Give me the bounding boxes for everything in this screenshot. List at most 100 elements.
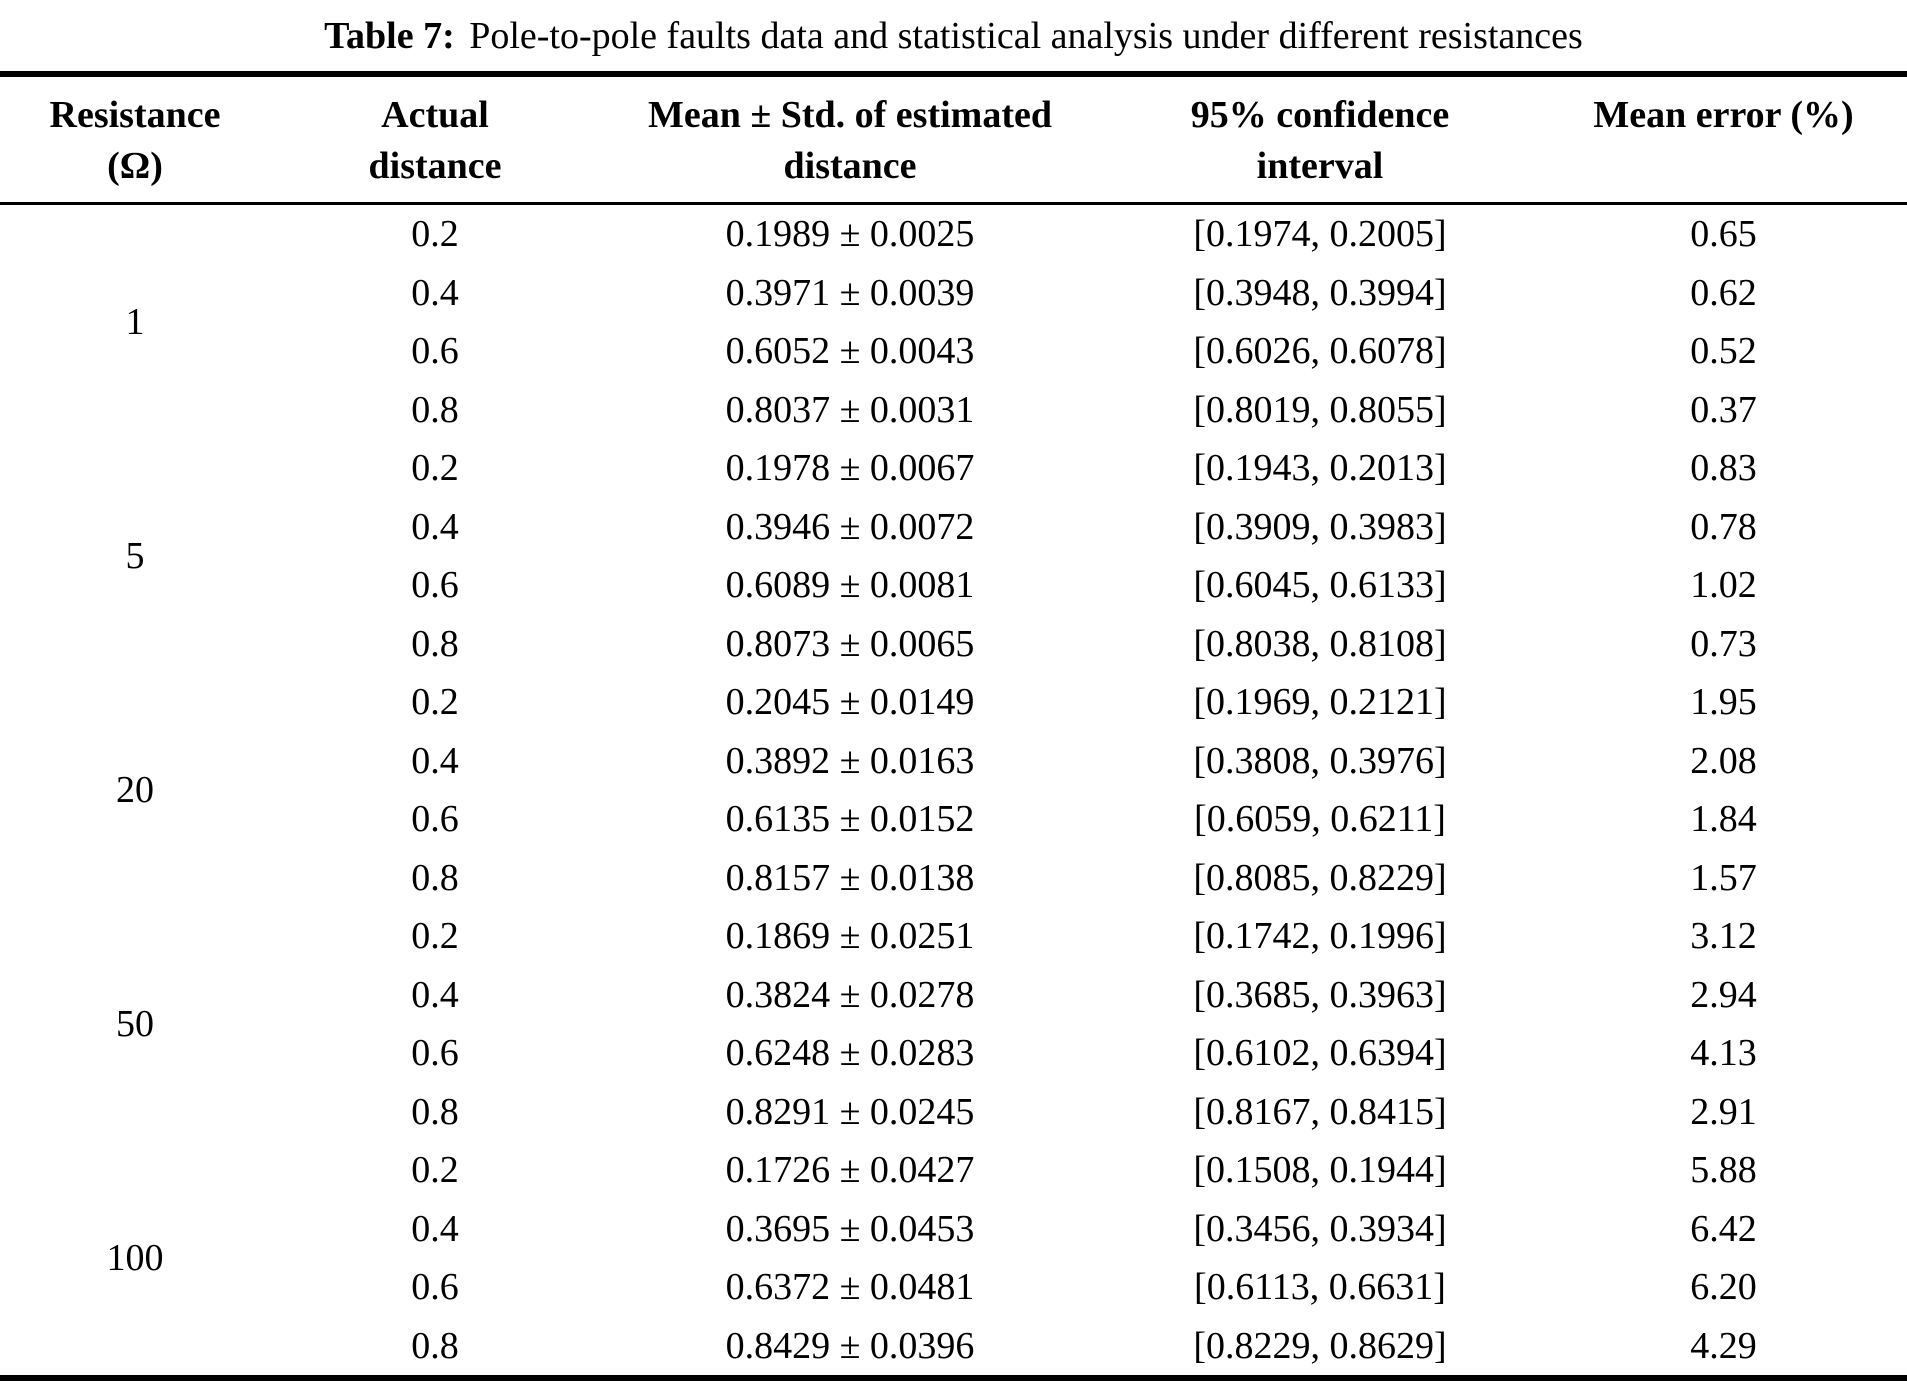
mean-error-cell: 1.57 (1690, 856, 1757, 899)
confidence-interval-cell: [0.8229, 0.8629] (1193, 1324, 1447, 1367)
header-actual-distance: Actual distance (270, 74, 600, 205)
confidence-interval-cell: [0.3808, 0.3976] (1193, 739, 1447, 782)
table-row: 50 0.2 0.1869 ± 0.0251 [0.1742, 0.1996] 3.12 (0, 907, 1907, 1043)
mean-std-cell: 0.6372 ± 0.0481 (725, 1266, 975, 1309)
mean-std-cell: 0.8073 ± 0.0065 (725, 622, 975, 665)
mean-std-cell: 0.1869 ± 0.0251 (725, 915, 975, 958)
table-body: 1 0.2 0.1989 ± 0.0025 [0.1974, 0.2005] 0.65 0… (0, 204, 1907, 1379)
table-row: 100 0.2 0.1726 ± 0.0427 [0.1508, 0.1944] 5.8… (0, 1141, 1907, 1277)
resistance-cell: 1 (125, 301, 145, 343)
confidence-interval-cell: [0.6102, 0.6394] (1193, 1032, 1447, 1075)
mean-std-cell: 0.2045 ± 0.0149 (725, 681, 975, 724)
actual-distance-cell: 0.2 (411, 213, 459, 256)
confidence-interval-cell: [0.1969, 0.2121] (1193, 681, 1447, 724)
confidence-interval-cell: [0.1508, 0.1944] (1193, 1149, 1447, 1192)
header-mean-error: Mean error (%) (1540, 74, 1907, 205)
actual-distance-cell: 0.4 (411, 1207, 459, 1250)
mean-std-cell: 0.6248 ± 0.0283 (725, 1032, 975, 1075)
mean-error-cell: 0.52 (1690, 330, 1757, 373)
confidence-interval-cell: [0.1742, 0.1996] (1193, 915, 1447, 958)
actual-distance-cell: 0.2 (411, 447, 459, 490)
table-caption: Table 7: Pole-to-pole faults data and st… (0, 0, 1907, 71)
mean-error-cell: 6.42 (1690, 1207, 1757, 1250)
mean-std-cell: 0.3971 ± 0.0039 (725, 271, 975, 314)
table-row: 0.6 0.6372 ± 0.0481 [0.6113, 0.6631] 6.20 (0, 1258, 1907, 1317)
mean-error-cell: 1.84 (1690, 798, 1757, 841)
table-row: 0.8 0.8291 ± 0.0245 [0.8167, 0.8415] 2.91 (0, 1083, 1907, 1142)
mean-error-cell: 2.91 (1690, 1090, 1757, 1133)
actual-distance-cell: 0.4 (411, 505, 459, 548)
header-confidence-interval: 95% confidence interval (1100, 74, 1540, 205)
mean-std-cell: 0.6052 ± 0.0043 (725, 330, 975, 373)
table-row: 0.4 0.3824 ± 0.0278 [0.3685, 0.3963] 2.94 (0, 966, 1907, 1025)
mean-std-cell: 0.8157 ± 0.0138 (725, 856, 975, 899)
actual-distance-cell: 0.6 (411, 1032, 459, 1075)
mean-error-cell: 1.95 (1690, 681, 1757, 724)
table-caption-text: Pole-to-pole faults data and statistical… (469, 14, 1583, 57)
mean-error-cell: 5.88 (1690, 1149, 1757, 1192)
mean-error-cell: 3.12 (1690, 915, 1757, 958)
actual-distance-cell: 0.2 (411, 915, 459, 958)
confidence-interval-cell: [0.6059, 0.6211] (1194, 798, 1446, 841)
table-row: 0.4 0.3946 ± 0.0072 [0.3909, 0.3983] 0.78 (0, 498, 1907, 557)
actual-distance-cell: 0.6 (411, 564, 459, 607)
table-row: 1 0.2 0.1989 ± 0.0025 [0.1974, 0.2005] 0.65 (0, 204, 1907, 341)
mean-std-cell: 0.8429 ± 0.0396 (725, 1324, 975, 1367)
actual-distance-cell: 0.2 (411, 1149, 459, 1192)
confidence-interval-cell: [0.3909, 0.3983] (1193, 505, 1447, 548)
table-row: 0.8 0.8157 ± 0.0138 [0.8085, 0.8229] 1.57 (0, 849, 1907, 908)
resistance-cell: 20 (116, 769, 154, 811)
table-row: 0.4 0.3892 ± 0.0163 [0.3808, 0.3976] 2.08 (0, 732, 1907, 791)
mean-std-cell: 0.6135 ± 0.0152 (725, 798, 975, 841)
mean-error-cell: 1.02 (1690, 564, 1757, 607)
actual-distance-cell: 0.8 (411, 1090, 459, 1133)
table-row: 0.8 0.8429 ± 0.0396 [0.8229, 0.8629] 4.29 (0, 1317, 1907, 1379)
mean-error-cell: 0.37 (1690, 388, 1757, 431)
table-row: 0.6 0.6089 ± 0.0081 [0.6045, 0.6133] 1.02 (0, 556, 1907, 615)
actual-distance-cell: 0.8 (411, 622, 459, 665)
actual-distance-cell: 0.4 (411, 739, 459, 782)
actual-distance-cell: 0.8 (411, 1324, 459, 1367)
mean-error-cell: 0.78 (1690, 505, 1757, 548)
mean-error-cell: 2.94 (1690, 973, 1757, 1016)
actual-distance-cell: 0.4 (411, 271, 459, 314)
actual-distance-cell: 0.6 (411, 1266, 459, 1309)
resistance-cell: 50 (116, 1003, 154, 1045)
mean-std-cell: 0.3695 ± 0.0453 (725, 1207, 975, 1250)
header-resistance-line2: (Ω) (107, 145, 163, 187)
header-mean-std-line1: Mean ± Std. of estimated (648, 94, 1052, 136)
confidence-interval-cell: [0.6045, 0.6133] (1193, 564, 1447, 607)
mean-std-cell: 0.6089 ± 0.0081 (725, 564, 975, 607)
mean-std-cell: 0.3824 ± 0.0278 (725, 973, 975, 1016)
mean-error-cell: 6.20 (1690, 1266, 1757, 1309)
table-row: 0.6 0.6135 ± 0.0152 [0.6059, 0.6211] 1.84 (0, 790, 1907, 849)
confidence-interval-cell: [0.1943, 0.2013] (1193, 447, 1447, 490)
header-confidence-interval-line2: interval (1256, 145, 1384, 187)
mean-std-cell: 0.3946 ± 0.0072 (725, 505, 975, 548)
mean-std-cell: 0.8291 ± 0.0245 (725, 1090, 975, 1133)
confidence-interval-cell: [0.6026, 0.6078] (1193, 330, 1447, 373)
mean-error-cell: 4.13 (1690, 1032, 1757, 1075)
header-mean-error-line1: Mean error (%) (1593, 94, 1854, 136)
resistance-cell: 100 (106, 1237, 164, 1279)
table-row: 0.6 0.6052 ± 0.0043 [0.6026, 0.6078] 0.52 (0, 322, 1907, 381)
header-mean-std: Mean ± Std. of estimated distance (600, 74, 1100, 205)
mean-error-cell: 0.73 (1690, 622, 1757, 665)
confidence-interval-cell: [0.8085, 0.8229] (1193, 856, 1447, 899)
mean-std-cell: 0.1978 ± 0.0067 (725, 447, 975, 490)
table-row: 5 0.2 0.1978 ± 0.0067 [0.1943, 0.2013] 0.83 (0, 439, 1907, 575)
mean-std-cell: 0.3892 ± 0.0163 (725, 739, 975, 782)
table-row: 0.8 0.8037 ± 0.0031 [0.8019, 0.8055] 0.37 (0, 381, 1907, 440)
table-row: 0.4 0.3971 ± 0.0039 [0.3948, 0.3994] 0.62 (0, 264, 1907, 323)
confidence-interval-cell: [0.8167, 0.8415] (1193, 1090, 1447, 1133)
header-row: Resistance (Ω) Actual distance Mean ± St… (0, 74, 1907, 205)
confidence-interval-cell: [0.3456, 0.3934] (1193, 1207, 1447, 1250)
header-mean-std-line2: distance (783, 145, 917, 187)
header-resistance-line1: Resistance (49, 94, 221, 136)
confidence-interval-cell: [0.8038, 0.8108] (1193, 622, 1447, 665)
confidence-interval-cell: [0.8019, 0.8055] (1193, 388, 1447, 431)
resistance-cell: 5 (125, 535, 145, 577)
actual-distance-cell: 0.6 (411, 330, 459, 373)
table-row: 0.4 0.3695 ± 0.0453 [0.3456, 0.3934] 6.42 (0, 1200, 1907, 1259)
